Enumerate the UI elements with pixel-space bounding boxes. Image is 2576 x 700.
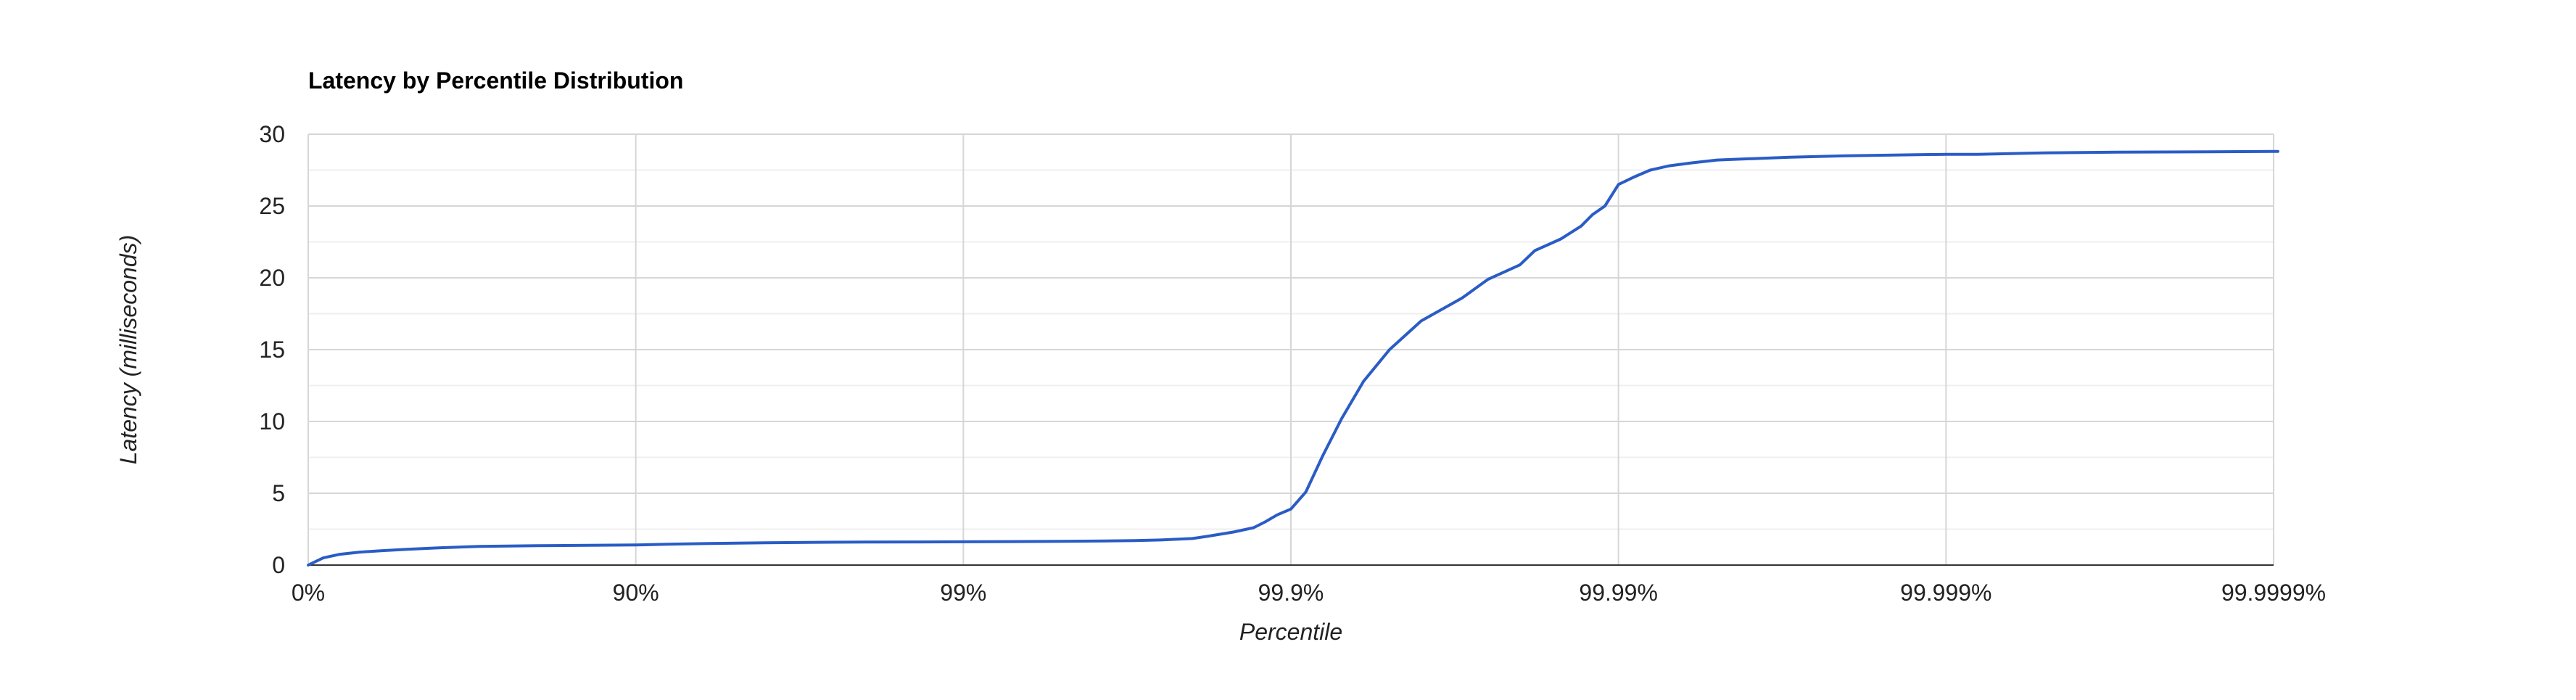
x-tick-label: 90% [613,580,659,606]
y-tick-label: 10 [259,408,285,435]
x-tick-label: 99.9% [1258,580,1324,606]
x-tick-label: 99.9999% [2221,580,2326,606]
y-tick-label: 0 [272,552,285,578]
y-tick-label: 30 [259,121,285,147]
x-tick-label: 99.99% [1579,580,1658,606]
x-tick-label: 0% [292,580,325,606]
grid [307,133,2274,565]
y-tick-label: 25 [259,193,285,219]
x-tick-label: 99% [940,580,986,606]
series-line-0 [307,149,2279,567]
y-axis-title: Latency (milliseconds) [115,235,141,465]
y-tick-label: 5 [272,480,285,506]
y-tick-label: 20 [259,265,285,291]
tick-labels: 0 5 10 15 20 25 30 0% 90% 99% 99.9% 99.99% 99.999% 99… [259,121,2326,606]
series-layer [307,149,2279,567]
chart-title: Latency by Percentile Distribution [308,67,683,94]
x-axis-title: Percentile [1239,619,1342,645]
x-tick-label: 99.999% [1900,580,1991,606]
y-tick-label: 15 [259,337,285,363]
